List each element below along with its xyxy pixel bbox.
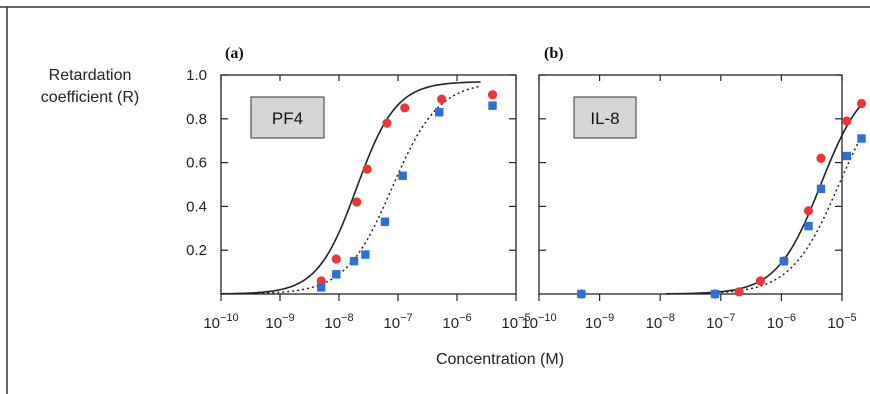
panel-a-circle-point — [382, 118, 392, 128]
panel-b-square-point — [577, 289, 586, 299]
panel-b-xtick-label-2: 10−8 — [646, 312, 675, 332]
panel-a-name: PF4 — [272, 109, 303, 128]
panel-b-name-box — [573, 96, 637, 139]
panel-b-xtick-label-5: 10−5 — [827, 312, 856, 332]
panel-a-xtick-label-5: 10−5 — [501, 312, 530, 332]
panel-b-curve-solid — [666, 105, 861, 295]
y-tick-label-3: 0.8 — [186, 111, 207, 128]
y-axis-label-line-1: Retardation — [49, 67, 132, 84]
panel-a-xtick-label-1: 10−9 — [265, 312, 294, 332]
panel-a-square-point — [317, 283, 326, 292]
x-ticks: 10−10 10−9 10−8 10−7 10−6 10−510−10 10−9 10−8 10… — [203, 75, 857, 332]
y-tick-label-1: 0.4 — [186, 198, 207, 215]
panel-b-circle-point — [842, 116, 852, 126]
panel-a-xtick-label-0: 10−10 — [203, 312, 238, 332]
y-ticks: 0.2 0.4 0.6 0.8 1.0 — [186, 67, 842, 259]
y-tick-label-4: 1.0 — [186, 67, 207, 84]
panel-b-square-point — [816, 184, 826, 194]
y-tick-label-0: 0.2 — [186, 242, 207, 259]
panel-b-circle-point — [816, 153, 826, 163]
panel-a-square-point — [380, 217, 390, 226]
panel-a-circle-point — [316, 276, 326, 286]
panel-b-circle-point — [734, 287, 744, 297]
panel-b-square-point — [804, 221, 813, 231]
panel-b-xtick-label-1: 10−9 — [585, 312, 614, 332]
panel-b-xtick-label-0: 10−10 — [521, 312, 556, 332]
panel-a-circle-point — [352, 197, 362, 207]
panel-a-square-point — [361, 250, 370, 259]
panel-b-square-point — [842, 151, 851, 161]
panel-a-circle-point — [487, 90, 498, 100]
y-axis-label-line-2: coefficient (R) — [41, 89, 139, 106]
panel-a-square-point — [349, 256, 359, 266]
panel-b-square-point — [779, 256, 789, 266]
panel-a-name-box — [250, 96, 325, 139]
panel-b-circle-point — [755, 276, 765, 286]
panel-a-circle-point — [362, 164, 372, 174]
panel-a-square-point — [398, 171, 407, 180]
panel-a-circle-point — [331, 254, 341, 264]
panel-a-xtick-label-2: 10−8 — [324, 312, 353, 332]
panel-b-xtick-label-3: 10−7 — [706, 312, 735, 332]
panel-a-square-point — [332, 270, 341, 279]
panel-a-label: (a) — [225, 45, 244, 62]
panel-a-frame — [220, 74, 517, 295]
panel-b-xtick-label-4: 10−6 — [767, 312, 796, 332]
panel-b-marks — [576, 98, 867, 299]
panel-a: (a) PF4 — [220, 45, 517, 295]
panel-b-circle-point — [856, 98, 867, 109]
panel-a-marks — [220, 81, 498, 295]
panel-b-label: (b) — [544, 45, 564, 62]
panel-a-curve-solid — [220, 81, 481, 295]
panel-b-circle-point — [803, 206, 814, 216]
panel-b-square-point — [710, 289, 720, 299]
panel-a-square-point — [435, 108, 444, 117]
panel-b: (b) IL-8 — [538, 45, 867, 299]
panel-a-curve-dotted — [262, 85, 481, 294]
panel-a-circle-point — [437, 94, 447, 104]
panel-a-xtick-label-4: 10−6 — [442, 312, 471, 332]
panel-a-xtick-label-3: 10−7 — [383, 312, 412, 332]
panel-a-square-point — [488, 101, 497, 110]
x-axis-label: Concentration (M) — [436, 351, 564, 368]
panel-b-curve-dotted — [666, 138, 861, 295]
panel-b-square-point — [857, 134, 866, 143]
panel-a-circle-point — [400, 103, 410, 113]
y-tick-label-2: 0.6 — [186, 155, 207, 172]
panel-b-name: IL-8 — [590, 109, 619, 128]
